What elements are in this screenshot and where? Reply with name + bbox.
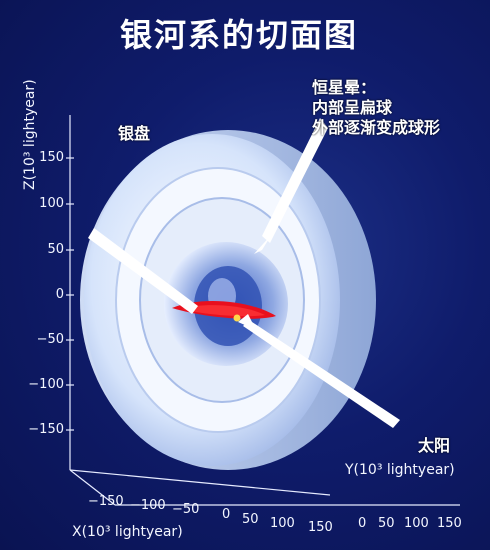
z-tick: −50 [36, 332, 64, 347]
x-tick: −100 [130, 498, 166, 513]
axis-frame [69, 115, 460, 506]
sun-marker [233, 314, 241, 322]
pointer-halo [254, 118, 328, 254]
y-tick: 150 [437, 516, 462, 531]
y-tick: 0 [358, 516, 367, 531]
x-tick: 0 [222, 507, 231, 522]
x-tick: −150 [88, 494, 124, 509]
sun-label: 太阳 [418, 436, 451, 455]
z-axis-label: Z(10³ lightyear) [22, 79, 38, 190]
x-tick: 100 [270, 516, 295, 531]
z-tick: −150 [28, 422, 64, 437]
z-tick: −100 [28, 377, 64, 392]
disk-label: 银盘 [118, 124, 151, 143]
x-tick: 150 [308, 520, 333, 535]
z-tick: 50 [47, 242, 64, 257]
x-axis-label: X(10³ lightyear) [72, 524, 183, 540]
y-tick: 50 [378, 516, 395, 531]
z-tick: 150 [39, 150, 64, 165]
x-tick: 50 [242, 512, 259, 527]
halo-label-line1: 恒星晕： [312, 78, 377, 97]
z-tick: 100 [39, 196, 64, 211]
halo-label-line3: 外部逐渐变成球形 [312, 118, 441, 137]
diagram-title: 银河系的切面图 [120, 16, 359, 54]
z-axis-ticks [66, 157, 74, 431]
galactic-disk-glow [182, 305, 265, 317]
z-tick: 0 [55, 287, 64, 302]
pointer-disk [88, 228, 198, 314]
x-tick: −50 [172, 502, 200, 517]
y-tick: 100 [404, 516, 429, 531]
halo-label-line2: 内部呈扁球 [312, 98, 393, 117]
pointer-sun [238, 314, 400, 428]
y-axis-label: Y(10³ lightyear) [345, 462, 455, 478]
